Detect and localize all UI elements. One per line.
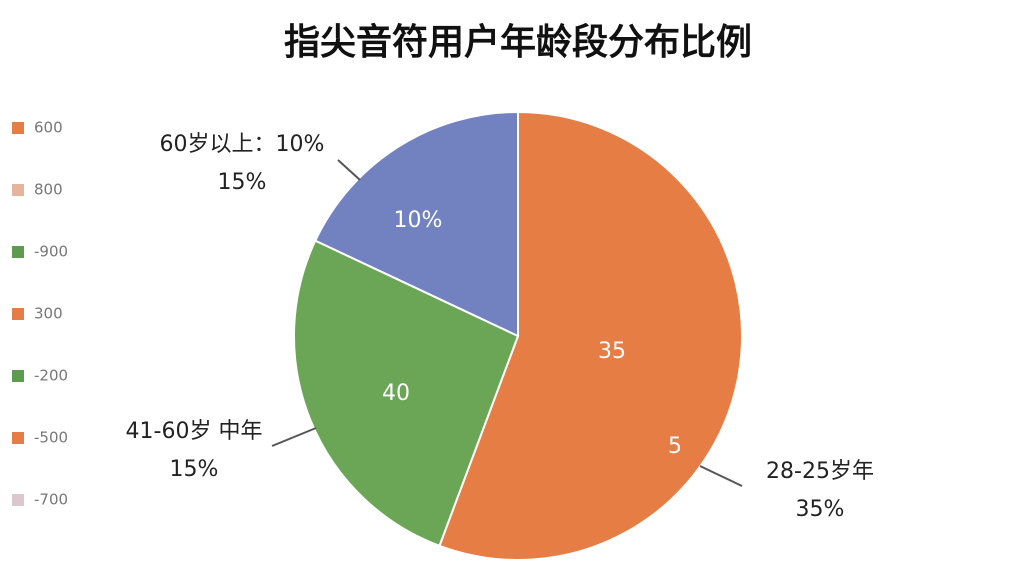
legend-swatch — [12, 122, 24, 134]
pie-slice — [293, 239, 520, 548]
legend-label: 600 — [34, 119, 63, 137]
outer-label: 15% — [170, 457, 219, 482]
pie-slice — [313, 110, 519, 338]
slice-label: 5 — [668, 434, 682, 459]
legend-label: -900 — [34, 243, 68, 261]
outer-label: 35% — [796, 497, 845, 522]
legend-swatch — [12, 308, 24, 320]
legend-swatch — [12, 494, 24, 506]
slice-label: 35 — [598, 339, 626, 364]
outer-label: 15% — [218, 170, 267, 195]
leader-line — [271, 427, 317, 447]
chart-title: 指尖音符用户年龄段分布比例 — [284, 22, 752, 63]
legend-swatch — [12, 370, 24, 382]
legend-label: 300 — [34, 305, 63, 323]
outer-label: 28-25岁年 — [766, 459, 874, 484]
slice-label: 40 — [382, 381, 410, 406]
leader-line — [699, 465, 743, 487]
legend-label: -700 — [34, 491, 68, 509]
legend-label: -200 — [34, 367, 68, 385]
legend-swatch — [12, 432, 24, 444]
legend-label: 800 — [34, 181, 63, 199]
outer-label: 41-60岁 中年 — [126, 419, 263, 444]
slice-label: 10% — [394, 208, 443, 233]
legend-swatch — [12, 246, 24, 258]
leader-line — [337, 159, 361, 181]
legend-label: -500 — [34, 429, 68, 447]
legend-swatch — [12, 184, 24, 196]
outer-label: 60岁以上：10% — [160, 132, 325, 157]
pie-slice — [438, 110, 743, 561]
